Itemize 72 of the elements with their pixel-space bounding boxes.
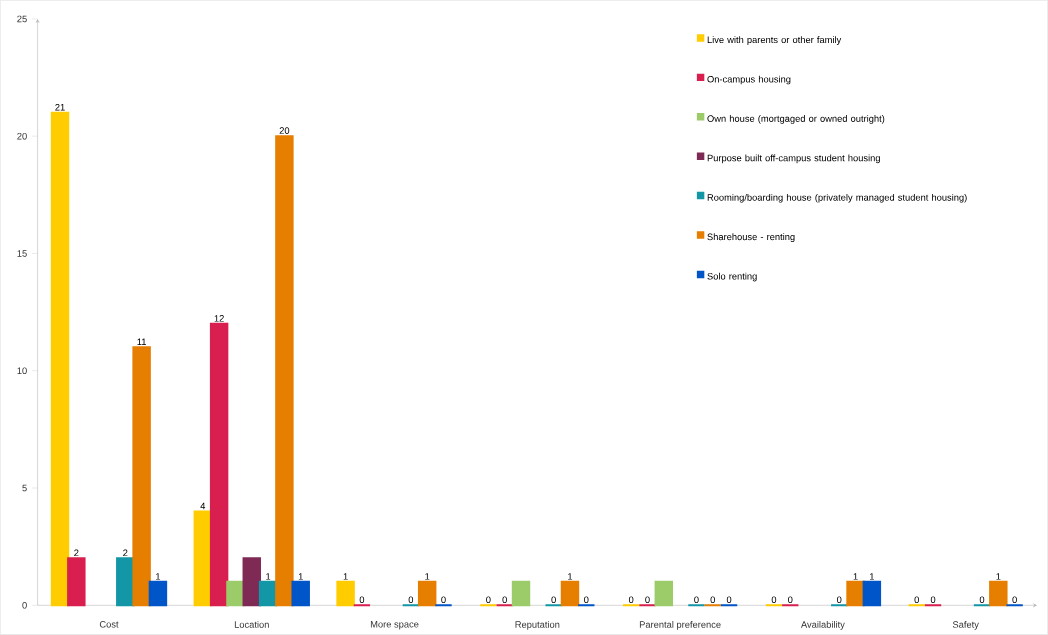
x-tick-label: Reputation xyxy=(515,621,560,630)
bar xyxy=(209,322,229,607)
data-label: 0 xyxy=(628,596,634,604)
y-tick-label: 0 xyxy=(22,602,27,609)
data-label: 0 xyxy=(1012,596,1017,604)
bar xyxy=(275,135,294,607)
y-tick-label: 20 xyxy=(17,132,27,140)
data-label: 0 xyxy=(914,596,919,604)
bar xyxy=(417,580,437,607)
data-label: 0 xyxy=(551,596,556,604)
bar xyxy=(560,580,580,607)
bar xyxy=(654,580,674,607)
bar xyxy=(67,557,86,607)
y-tick-label: 25 xyxy=(17,15,27,23)
data-label: 1 xyxy=(425,573,430,580)
data-label: 21 xyxy=(55,104,65,111)
legend-label: Rooming/boarding house (privately managed student housing) xyxy=(707,193,967,203)
x-tick-label: Parental preference xyxy=(639,621,721,630)
data-label: 1 xyxy=(266,573,271,580)
data-label: 0 xyxy=(788,596,793,604)
data-label: 0 xyxy=(502,596,507,604)
bar xyxy=(50,111,70,607)
legend-label: On-campus housing xyxy=(707,75,791,85)
data-label: 0 xyxy=(645,596,650,604)
data-label: 0 xyxy=(836,596,842,604)
legend-label: Purpose built off-campus student housing xyxy=(707,154,880,164)
legend-label: Solo renting xyxy=(707,272,757,282)
data-label: 0 xyxy=(408,596,414,604)
data-label: 1 xyxy=(869,573,874,580)
bar xyxy=(148,580,168,607)
legend-label: Live with parents or other family xyxy=(707,36,842,46)
data-label: 2 xyxy=(123,549,128,557)
data-label: 0 xyxy=(486,596,491,604)
x-tick-label: More space xyxy=(370,621,419,630)
y-tick-label: 15 xyxy=(17,250,27,257)
y-tick-label: 5 xyxy=(22,484,27,492)
data-label: 4 xyxy=(200,502,206,510)
data-label: 1 xyxy=(996,573,1001,580)
bar xyxy=(242,557,261,607)
y-tick-label: 10 xyxy=(17,367,27,375)
data-label: 12 xyxy=(214,315,224,322)
bar xyxy=(226,580,245,607)
data-label: 2 xyxy=(74,549,79,557)
data-label: 11 xyxy=(137,338,146,346)
data-label: 1 xyxy=(298,573,303,580)
data-label: 0 xyxy=(979,596,985,604)
x-tick-label: Location xyxy=(234,621,269,628)
data-label: 0 xyxy=(726,596,732,604)
data-label: 0 xyxy=(771,596,777,604)
data-label: 0 xyxy=(710,596,715,604)
data-label: 1 xyxy=(853,573,858,580)
data-label: 0 xyxy=(359,596,365,604)
bar xyxy=(132,346,151,607)
bar xyxy=(862,580,882,607)
data-label: 1 xyxy=(343,573,348,580)
bar xyxy=(989,580,1008,607)
data-label: 0 xyxy=(930,596,936,604)
data-label: 20 xyxy=(279,127,290,134)
legend-label: Sharehouse - renting xyxy=(707,233,795,243)
legend-label: Own house (mortgaged or owned outright) xyxy=(707,115,885,124)
x-tick-label: Safety xyxy=(952,621,979,630)
bar xyxy=(511,580,531,607)
data-label: 1 xyxy=(568,573,573,580)
bar xyxy=(846,580,865,607)
data-label: 0 xyxy=(584,596,589,604)
bar xyxy=(291,580,310,607)
data-label: 0 xyxy=(441,596,446,604)
x-tick-label: Cost xyxy=(99,621,119,628)
x-tick-label: Availability xyxy=(800,621,845,630)
data-label: 0 xyxy=(694,596,699,604)
data-label: 1 xyxy=(156,573,161,580)
bar xyxy=(336,580,355,607)
